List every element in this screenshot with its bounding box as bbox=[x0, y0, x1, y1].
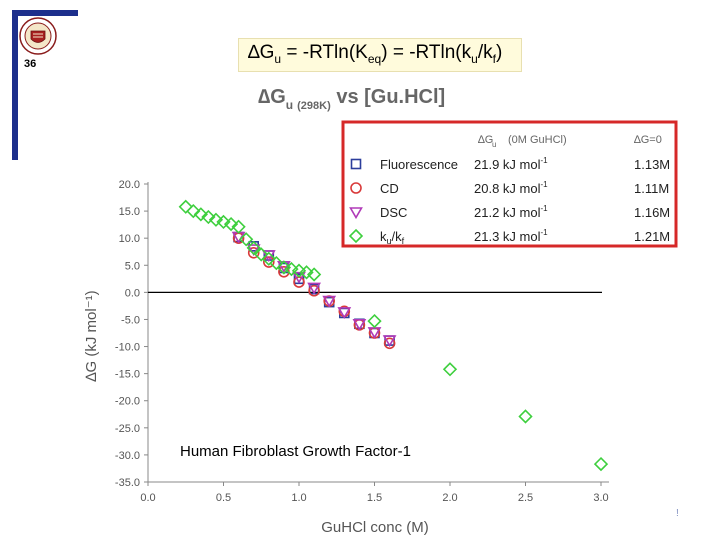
point-diamond bbox=[208, 212, 224, 227]
axes: 20.0 15.0 10.0 5.0 0.0 -5.0 -10.0 -15.0 -20.0 -25… bbox=[115, 179, 609, 504]
legend-marker-triangle bbox=[349, 207, 363, 220]
point-diamond bbox=[231, 219, 246, 234]
point-circle bbox=[247, 247, 260, 259]
legend-header-midpoint: ∆G=0 bbox=[634, 134, 662, 146]
legend-dg-value: 21.3 kJ mol-1 bbox=[474, 228, 548, 244]
y-tick-label: -35.0 bbox=[115, 477, 140, 489]
point-diamond bbox=[246, 240, 261, 256]
y-tick-label: -20.0 bbox=[115, 396, 140, 408]
legend-midpoint-value: 1.11M bbox=[634, 181, 669, 196]
y-tick-label: -30.0 bbox=[115, 450, 140, 462]
y-tick-label: -15.0 bbox=[115, 369, 140, 381]
point-diamond bbox=[269, 255, 284, 271]
x-tick-label: 0.0 bbox=[140, 492, 155, 504]
point-triangle bbox=[307, 282, 321, 295]
point-diamond bbox=[367, 313, 382, 329]
point-diamond bbox=[186, 203, 201, 219]
point-triangle bbox=[322, 295, 337, 308]
point-triangle bbox=[292, 271, 306, 284]
x-tick-label: 0.5 bbox=[216, 492, 231, 504]
legend-header-conc: (0M GuHCl) bbox=[508, 134, 567, 146]
point-diamond bbox=[261, 251, 276, 266]
legend-box bbox=[341, 120, 678, 248]
point-diamond bbox=[291, 263, 307, 278]
point-diamond bbox=[276, 260, 292, 275]
point-circle bbox=[383, 337, 396, 350]
legend-midpoint-value: 1.21M bbox=[634, 229, 670, 244]
side-accent-bar bbox=[12, 10, 18, 160]
legend-header-dg-sub: u bbox=[492, 140, 496, 149]
legend-midpoint-value: 1.16M bbox=[634, 205, 670, 220]
y-tick-label: 5.0 bbox=[125, 260, 140, 272]
point-diamond bbox=[518, 409, 533, 424]
y-tick-label: -10.0 bbox=[115, 342, 140, 354]
legend-marker-square bbox=[350, 158, 362, 170]
chart-annotation: Human Fibroblast Growth Factor-1 bbox=[180, 443, 411, 460]
x-tick-label: 2.0 bbox=[442, 492, 457, 504]
y-axis-label: ∆G (kJ mol⁻¹) bbox=[83, 290, 100, 381]
x-tick-label: 1.0 bbox=[291, 492, 306, 504]
legend-series-name: ku/kf bbox=[380, 229, 405, 246]
point-triangle bbox=[337, 307, 352, 319]
point-diamond bbox=[593, 456, 609, 472]
point-circle bbox=[262, 256, 275, 268]
university-seal-icon bbox=[19, 17, 57, 55]
x-axis-label: GuHCl conc (M) bbox=[321, 519, 429, 536]
legend-midpoint-value: 1.13M bbox=[634, 157, 670, 172]
point-diamond bbox=[442, 362, 458, 377]
data-marks bbox=[178, 199, 609, 472]
point-diamond bbox=[193, 207, 208, 222]
point-diamond bbox=[223, 216, 239, 232]
legend-series-name: DSC bbox=[380, 205, 407, 220]
legend-dg-value: 21.9 kJ mol-1 bbox=[474, 156, 548, 172]
title-box bbox=[238, 38, 522, 72]
page-number: 36 bbox=[24, 58, 37, 70]
x-tick-label: 2.5 bbox=[518, 492, 533, 504]
y-tick-label: 0.0 bbox=[125, 287, 140, 299]
x-tick-label: 1.5 bbox=[367, 492, 382, 504]
slide-title: ∆Gu = -RTln(Keq) = -RTln(ku/kf) bbox=[248, 42, 503, 66]
legend-marker-circle bbox=[350, 182, 362, 194]
point-diamond bbox=[299, 265, 314, 280]
chart-title: ∆Gu (298K) vs [Gu.HCl] bbox=[258, 86, 445, 112]
y-tick-label: 15.0 bbox=[119, 206, 140, 218]
y-tick-label: 20.0 bbox=[119, 179, 140, 191]
point-diamond bbox=[284, 261, 299, 277]
point-diamond bbox=[254, 247, 269, 262]
point-diamond bbox=[239, 232, 254, 247]
header-accent-bar bbox=[12, 10, 78, 16]
point-diamond bbox=[306, 267, 322, 282]
point-triangle bbox=[352, 318, 367, 331]
x-tick-label: 3.0 bbox=[593, 492, 608, 504]
legend-marker-diamond bbox=[348, 228, 364, 244]
y-tick-label: -5.0 bbox=[121, 314, 140, 326]
point-circle bbox=[308, 284, 320, 297]
point-diamond bbox=[201, 209, 216, 225]
legend-dg-value: 21.2 kJ mol-1 bbox=[474, 204, 548, 220]
legend-dg-value: 20.8 kJ mol-1 bbox=[474, 180, 548, 196]
point-diamond bbox=[178, 199, 193, 214]
corner-mark: ! bbox=[676, 508, 679, 519]
legend-series-name: CD bbox=[380, 181, 399, 196]
y-tick-label: -25.0 bbox=[115, 423, 140, 435]
legend-series-name: Fluorescence bbox=[380, 157, 458, 172]
legend-header-dg: ∆G bbox=[478, 134, 493, 146]
legend: ∆Gu (0M GuHCl) ∆G=0 Fluorescence 21.9 kJ mol… bbox=[348, 134, 670, 246]
point-triangle bbox=[382, 335, 397, 348]
point-diamond bbox=[216, 214, 231, 230]
y-tick-label: 10.0 bbox=[119, 233, 140, 245]
point-triangle bbox=[246, 244, 261, 257]
